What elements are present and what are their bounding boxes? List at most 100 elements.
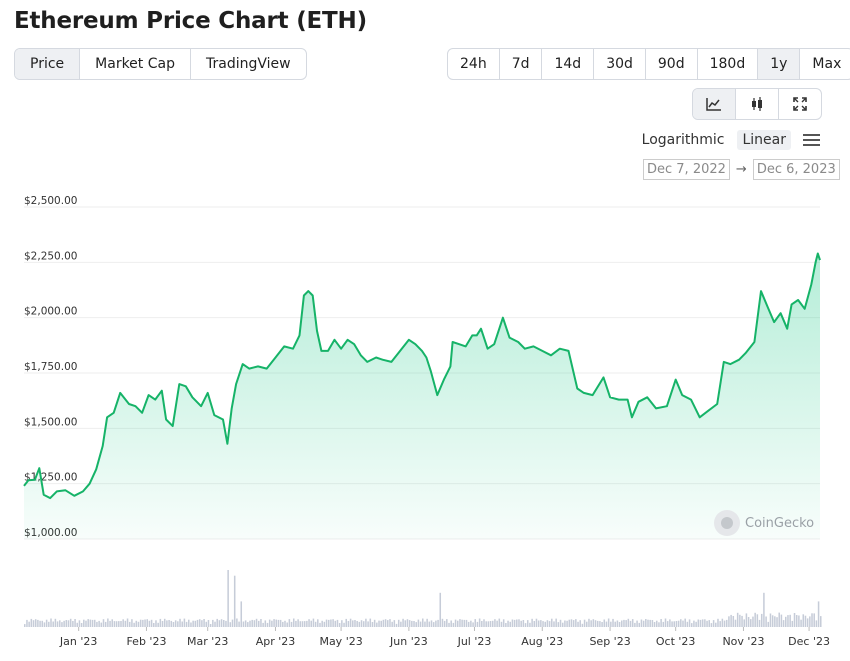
volume-bar <box>155 620 157 627</box>
volume-bar <box>271 620 273 627</box>
volume-bar <box>102 619 105 627</box>
volume-bar <box>292 618 295 627</box>
candlestick-button[interactable] <box>736 89 779 119</box>
volume-bar <box>74 619 76 627</box>
range-max[interactable]: Max <box>812 56 842 72</box>
volume-bar <box>323 621 326 627</box>
volume-bar <box>249 620 251 627</box>
volume-bar <box>89 619 92 627</box>
volume-bar <box>373 619 376 627</box>
volume-bar <box>43 622 46 627</box>
volume-bar <box>684 618 686 627</box>
y-tick-label: $2,500.00 <box>24 195 77 207</box>
hamburger-menu-icon[interactable] <box>803 134 820 146</box>
volume-bar <box>614 621 616 627</box>
volume-bar <box>91 619 94 627</box>
volume-bar <box>135 620 138 627</box>
volume-bar <box>310 620 312 627</box>
volume-bar <box>741 615 743 627</box>
range-30d[interactable]: 30d <box>594 49 646 79</box>
volume-bar <box>131 619 133 627</box>
volume-bar <box>290 621 293 627</box>
volume-bar <box>72 621 74 627</box>
fullscreen-button[interactable] <box>779 89 821 119</box>
volume-bar <box>362 621 365 627</box>
volume-bar <box>546 620 549 627</box>
volume-bar <box>380 620 382 627</box>
volume-bar <box>190 622 192 627</box>
volume-bar <box>402 618 404 627</box>
volume-bar <box>623 619 625 627</box>
volume-bar <box>67 620 70 627</box>
volume-bar <box>511 619 514 627</box>
volume-bar <box>172 622 175 627</box>
volume-bar <box>218 620 221 627</box>
volume-bar <box>645 619 647 627</box>
volume-bar <box>725 619 728 627</box>
volume-bar <box>260 619 262 627</box>
range-1y[interactable]: 1y <box>758 49 801 79</box>
volume-bar <box>352 620 354 627</box>
x-tick-label: Jun '23 <box>389 635 428 648</box>
range-14d[interactable]: 14d <box>542 49 595 79</box>
range-180d[interactable]: 180d <box>698 49 759 79</box>
x-tick-label: Sep '23 <box>589 635 630 648</box>
volume-bar <box>509 621 511 627</box>
range-7d[interactable]: 7d <box>500 49 543 79</box>
tab-market-cap[interactable]: Market Cap <box>80 49 191 79</box>
volume-bar <box>610 621 612 627</box>
volume-bar <box>533 621 536 627</box>
volume-bar <box>203 619 205 627</box>
volume-bar <box>526 620 529 627</box>
range-90d[interactable]: 90d <box>646 49 698 79</box>
price-chart[interactable]: $1,000.00$1,250.00$1,500.00$1,750.00$2,0… <box>0 195 850 661</box>
volume-bar <box>413 621 415 627</box>
start-date-input[interactable]: Dec 7, 2022 <box>643 159 730 180</box>
x-tick-label: Oct '23 <box>656 635 696 648</box>
date-range: Dec 7, 2022 → Dec 6, 2023 <box>643 159 840 180</box>
volume-bar <box>662 621 665 627</box>
linear-option[interactable]: Linear <box>737 130 791 150</box>
volume-bar <box>559 619 562 627</box>
volume-bar <box>502 619 505 627</box>
volume-bar <box>262 622 264 627</box>
volume-bar <box>588 618 590 627</box>
volume-bar <box>212 619 214 627</box>
volume-bar <box>603 619 606 627</box>
volume-bar <box>658 622 660 627</box>
volume-bar <box>288 619 291 627</box>
volume-bar <box>712 620 715 627</box>
tab-price[interactable]: Price <box>15 49 81 79</box>
volume-bar <box>688 619 691 627</box>
volume-bar <box>594 620 597 627</box>
volume-bars <box>24 570 822 628</box>
volume-bar <box>441 618 444 627</box>
volume-bar <box>708 620 710 627</box>
volume-bar <box>192 620 194 627</box>
end-date-input[interactable]: Dec 6, 2023 <box>752 159 840 180</box>
volume-bar <box>174 620 177 627</box>
volume-bar <box>651 620 654 627</box>
volume-bar <box>800 619 802 627</box>
volume-bar <box>697 619 700 627</box>
line-chart-button[interactable] <box>693 89 736 119</box>
scale-toggle: Logarithmic Linear <box>637 130 820 150</box>
fullscreen-icon <box>793 97 807 111</box>
volume-bar <box>590 620 592 627</box>
volume-bar <box>209 624 212 627</box>
tab-tradingview[interactable]: TradingView <box>205 56 291 72</box>
volume-bar <box>220 619 223 627</box>
volume-bar <box>456 620 459 627</box>
volume-bar <box>677 620 680 627</box>
volume-bar <box>306 620 308 627</box>
volume-bar <box>126 618 129 627</box>
volume-bar <box>520 620 522 627</box>
range-24h[interactable]: 24h <box>448 49 500 79</box>
volume-bar <box>723 620 726 627</box>
volume-bar <box>188 619 190 627</box>
volume-bar <box>365 618 367 627</box>
logarithmic-option[interactable]: Logarithmic <box>641 132 725 148</box>
x-tick-label: Aug '23 <box>521 635 563 648</box>
volume-bar <box>782 620 785 627</box>
volume-bar <box>695 621 697 627</box>
